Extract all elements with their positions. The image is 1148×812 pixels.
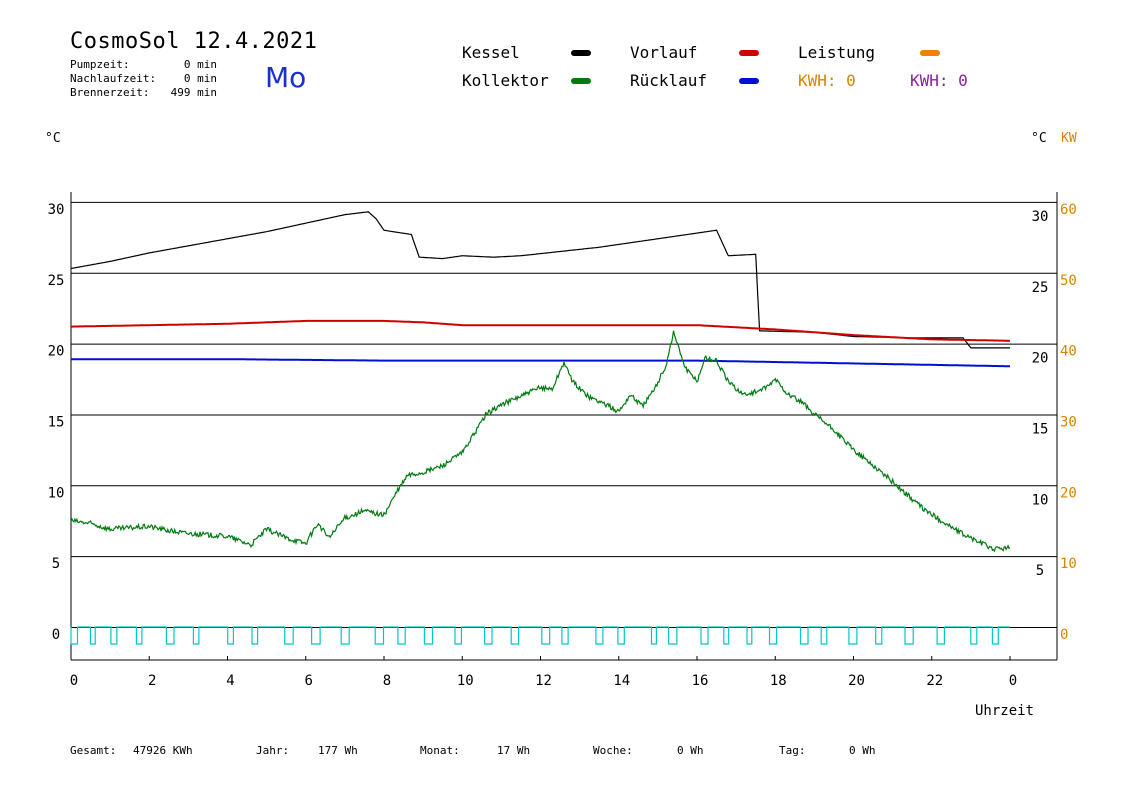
x-axis-ticks: 0 2 4 6 8 10 12 14 16 18 20 22 0: [70, 656, 1017, 689]
right-axis-unit-c: °C: [1031, 131, 1047, 146]
x-tick-3: 6: [305, 673, 313, 689]
legend-ruecklauf-swatch: [739, 78, 759, 84]
footer-woche-value: 0 Wh: [677, 744, 704, 757]
series-line-vorlauf: [71, 319, 1011, 342]
x-tick-2: 4: [226, 673, 234, 689]
stat-nachlaufzeit-label: Nachlaufzeit:: [70, 72, 157, 85]
series-line-ruecklauf: [71, 358, 1010, 368]
legend-kessel-swatch: [571, 50, 591, 56]
y-tick-right-kw-10: 10: [1060, 556, 1077, 572]
footer-gesamt-label: Gesamt:: [70, 744, 117, 757]
y-tick-right-kw-60: 60: [1060, 202, 1077, 218]
legend-ruecklauf-label: Rücklauf: [630, 71, 708, 90]
y-tick-left-20: 20: [48, 344, 65, 360]
footer-jahr-value: 177 Wh: [318, 744, 358, 757]
y-tick-left-15: 15: [48, 414, 65, 430]
x-tick-1: 2: [148, 673, 156, 689]
pump-series: [70, 626, 1010, 645]
legend-kessel-label: Kessel: [462, 43, 520, 62]
weekday-label: Mo: [265, 61, 307, 94]
legend-vorlauf-swatch: [739, 50, 759, 56]
x-tick-0: 0: [70, 673, 78, 689]
y-tick-right-c-25: 25: [1032, 280, 1049, 296]
chart-gridlines: [71, 201, 1057, 628]
x-tick-6: 12: [535, 673, 552, 689]
footer-tag-value: 0 Wh: [849, 744, 876, 757]
y-axis-ticks: 0 5 10 15 20 25 30 5 10 15 20 25 30 0 10 20 30 40 50 60: [48, 202, 1077, 643]
x-axis-label: Uhrzeit: [975, 703, 1034, 719]
y-tick-left-5: 5: [52, 556, 60, 572]
y-tick-right-c-20: 20: [1032, 351, 1049, 367]
x-tick-9: 18: [770, 673, 787, 689]
x-tick-4: 8: [383, 673, 391, 689]
x-tick-11: 22: [926, 673, 943, 689]
legend-kollektor-label: Kollektor: [462, 71, 549, 90]
footer-monat-label: Monat:: [420, 744, 460, 757]
left-axis-unit: °C: [45, 131, 61, 146]
stat-nachlaufzeit-value: 0 min: [183, 72, 217, 85]
y-tick-left-0: 0: [52, 627, 60, 643]
y-tick-right-kw-20: 20: [1060, 485, 1077, 501]
y-tick-left-30: 30: [48, 202, 65, 218]
x-tick-5: 10: [457, 673, 474, 689]
legend-vorlauf-label: Vorlauf: [630, 43, 698, 62]
page-title: CosmoSol 12.4.2021: [70, 29, 318, 54]
stat-pumpzeit-value: 0 min: [183, 58, 217, 71]
y-tick-right-c-10: 10: [1032, 492, 1049, 508]
chart-frame: [70, 192, 1058, 661]
series-line-kollektor: [70, 330, 1011, 553]
stat-brennerzeit-label: Brennerzeit:: [70, 86, 150, 99]
right-axis-unit-kw: KW: [1061, 131, 1077, 146]
legend-kwh-solar: KWH: 0: [798, 71, 856, 90]
y-tick-right-kw-50: 50: [1060, 273, 1077, 289]
legend-kollektor-swatch: [571, 78, 591, 84]
y-tick-right-kw-0: 0: [1060, 627, 1068, 643]
footer-monat-value: 17 Wh: [497, 744, 531, 757]
y-tick-right-c-30: 30: [1032, 209, 1049, 225]
footer-jahr-label: Jahr:: [256, 744, 290, 757]
stat-brennerzeit-value: 499 min: [170, 86, 217, 99]
y-tick-left-25: 25: [48, 273, 65, 289]
legend-kwh-total: KWH: 0: [910, 71, 968, 90]
y-tick-right-kw-30: 30: [1060, 414, 1077, 430]
chart-series: [70, 211, 1011, 553]
series-line-kessel: [70, 211, 1010, 349]
legend-leistung-label: Leistung: [798, 43, 876, 62]
x-tick-12: 0: [1009, 673, 1017, 689]
x-tick-7: 14: [613, 673, 630, 689]
stat-pumpzeit-label: Pumpzeit:: [70, 58, 130, 71]
footer-tag-label: Tag:: [779, 744, 806, 757]
pump-line: [70, 626, 1010, 645]
footer-gesamt-value: 47926 KWh: [133, 744, 193, 757]
y-tick-right-c-5: 5: [1036, 563, 1044, 579]
y-tick-right-c-15: 15: [1032, 421, 1049, 437]
x-tick-10: 20: [848, 673, 865, 689]
y-tick-right-kw-40: 40: [1060, 344, 1077, 360]
y-tick-left-10: 10: [48, 485, 65, 501]
x-tick-8: 16: [692, 673, 709, 689]
footer-woche-label: Woche:: [593, 744, 633, 757]
legend-leistung-swatch: [920, 50, 940, 56]
